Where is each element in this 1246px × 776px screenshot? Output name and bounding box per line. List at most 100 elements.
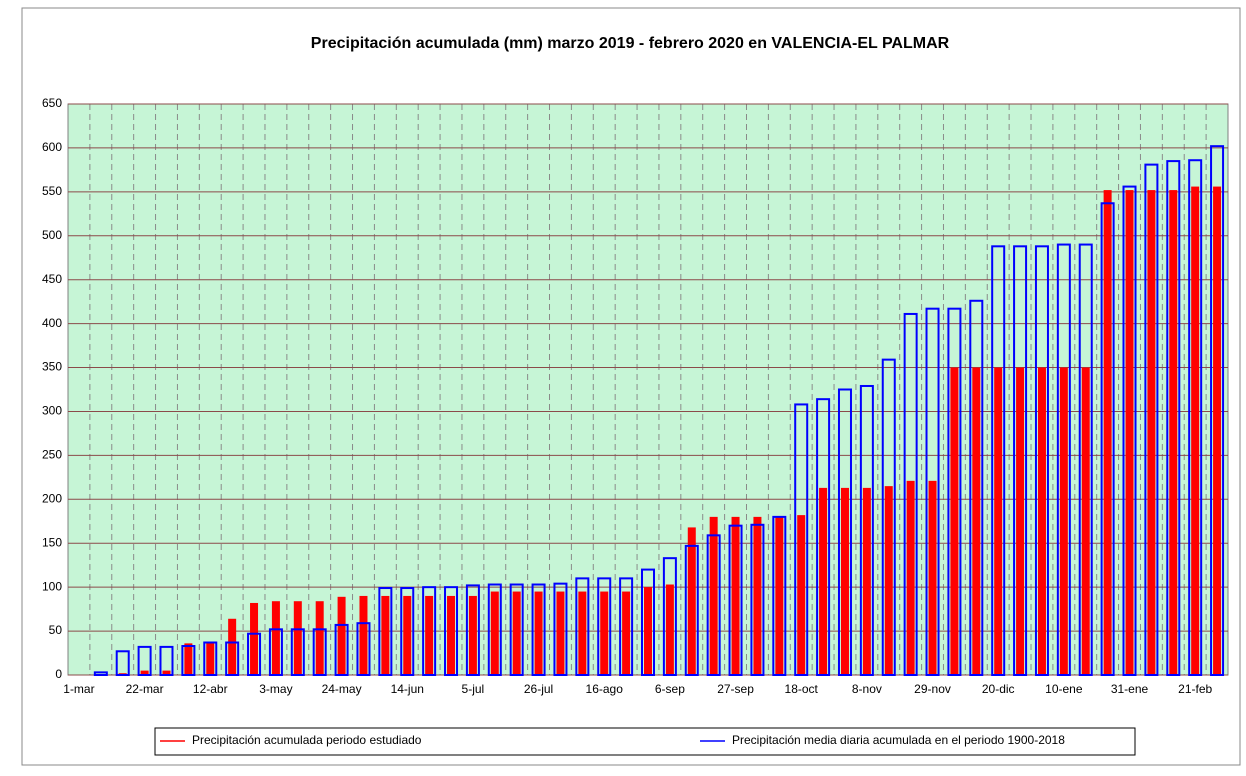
bar <box>400 587 415 676</box>
x-tick-label: 29-nov <box>914 682 951 696</box>
y-tick-label: 550 <box>42 184 62 198</box>
x-tick-label: 6-sep <box>655 682 685 696</box>
chart-title: Precipitación acumulada (mm) marzo 2019 … <box>311 35 950 52</box>
legend-label: Precipitación acumulada periodo estudiad… <box>192 733 422 747</box>
bar <box>884 486 893 675</box>
bar <box>531 583 546 676</box>
bar <box>381 595 390 675</box>
bar <box>268 628 283 677</box>
x-tick-label: 8-nov <box>852 682 882 696</box>
bar <box>1056 243 1071 677</box>
bar <box>947 307 962 676</box>
bar <box>684 544 699 676</box>
bar <box>819 487 828 675</box>
y-tick-label: 0 <box>55 667 62 681</box>
bar <box>665 584 674 675</box>
bar <box>775 516 784 675</box>
legend-label: Precipitación media diaria acumulada en … <box>732 733 1065 747</box>
bar <box>425 595 434 675</box>
y-tick-label: 500 <box>42 228 62 242</box>
bar <box>1013 245 1028 677</box>
bar <box>490 591 499 675</box>
bar <box>1081 367 1090 675</box>
x-tick-label: 3-may <box>259 682 292 696</box>
bar <box>972 367 981 675</box>
bar <box>184 643 193 675</box>
bar <box>553 582 568 677</box>
bar <box>837 388 852 676</box>
x-tick-label: 27-sep <box>717 682 754 696</box>
bar <box>293 601 302 675</box>
bar <box>356 622 371 677</box>
bar <box>1188 159 1203 676</box>
bar <box>140 670 149 675</box>
bar <box>1147 190 1156 675</box>
bar <box>840 487 849 675</box>
bar <box>228 618 237 675</box>
y-tick-label: 350 <box>42 360 62 374</box>
bar <box>162 670 171 675</box>
bar <box>1037 367 1046 675</box>
bar <box>422 586 437 677</box>
bar <box>334 623 349 676</box>
bar <box>753 516 762 675</box>
bar <box>1122 185 1137 676</box>
x-tick-label: 31-ene <box>1111 682 1149 696</box>
bar <box>969 299 984 676</box>
x-tick-label: 21-feb <box>1178 682 1212 696</box>
bar <box>1191 186 1200 675</box>
bar <box>1166 160 1181 677</box>
bar <box>881 358 896 676</box>
bar <box>1103 190 1112 675</box>
bar <box>794 403 809 676</box>
y-tick-label: 50 <box>49 623 63 637</box>
y-tick-label: 450 <box>42 272 62 286</box>
y-tick-label: 150 <box>42 535 62 549</box>
bar <box>556 591 565 675</box>
bar <box>271 601 280 675</box>
x-tick-label: 12-abr <box>193 682 228 696</box>
bar <box>750 523 765 676</box>
bar <box>447 595 456 675</box>
x-tick-label: 26-jul <box>524 682 553 696</box>
bar <box>816 398 831 676</box>
bar <box>247 632 262 676</box>
bar <box>465 584 480 676</box>
x-tick-label: 10-ene <box>1045 682 1083 696</box>
x-tick-label: 5-jul <box>462 682 485 696</box>
bar <box>622 591 631 675</box>
bar <box>290 628 305 677</box>
bar <box>575 577 590 676</box>
bar <box>950 367 959 675</box>
x-tick-label: 22-mar <box>126 682 164 696</box>
bar <box>619 577 634 676</box>
bar <box>115 650 130 677</box>
y-tick-label: 100 <box>42 579 62 593</box>
bar <box>1059 367 1068 675</box>
bar <box>509 583 524 676</box>
bar <box>928 480 937 675</box>
bar <box>159 645 174 676</box>
bar <box>1210 145 1225 677</box>
bar <box>206 642 215 675</box>
bar <box>181 645 196 676</box>
bar <box>1078 243 1093 677</box>
y-tick-label: 650 <box>42 96 62 110</box>
bar <box>312 628 327 677</box>
bar <box>994 367 1003 675</box>
bar <box>859 384 874 676</box>
bar <box>709 516 718 675</box>
bar <box>1169 190 1178 675</box>
bar <box>728 524 743 677</box>
bar <box>600 591 609 675</box>
bar <box>359 595 368 675</box>
bar <box>641 568 655 676</box>
bar <box>487 583 502 676</box>
x-tick-label: 20-dic <box>982 682 1015 696</box>
bar <box>203 641 218 677</box>
bar <box>378 587 393 676</box>
bar <box>706 534 721 676</box>
y-tick-label: 400 <box>42 316 62 330</box>
bar <box>862 487 871 675</box>
bar <box>1213 186 1222 675</box>
